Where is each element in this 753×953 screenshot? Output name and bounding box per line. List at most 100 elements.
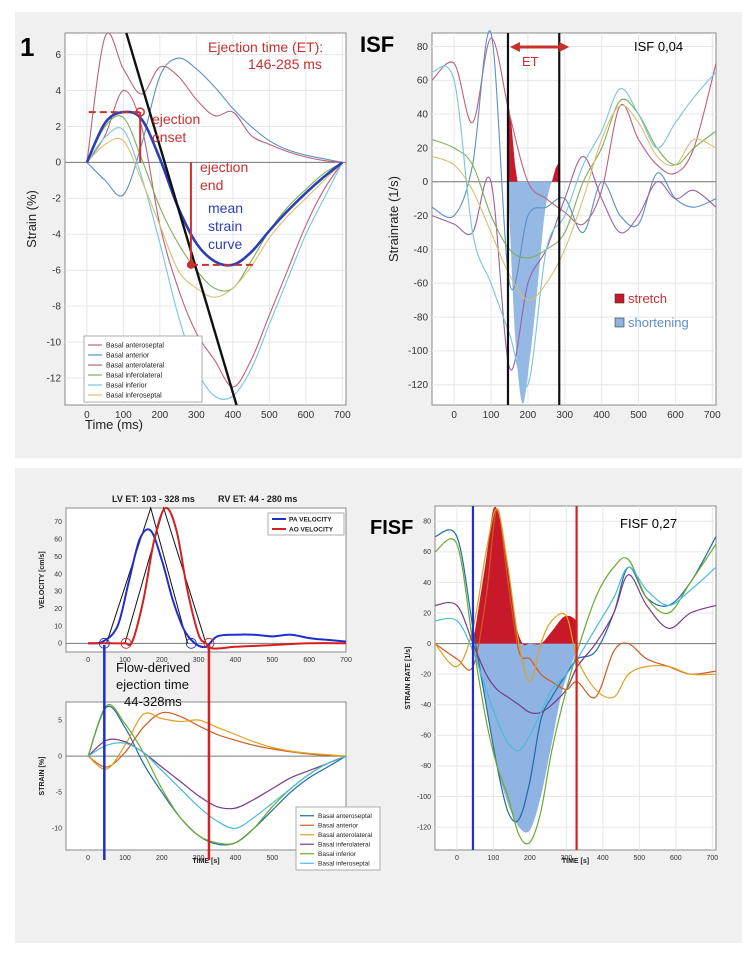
stretch-area [472, 506, 577, 646]
y-tick-label: -100 [408, 346, 428, 357]
y-axis-label: Strain (%) [24, 190, 39, 248]
legend-entry: Basal inferolateral [318, 841, 371, 848]
x-tick-label: 0 [84, 410, 90, 421]
x-tick-label: 300 [556, 410, 573, 421]
y-tick-label: 20 [423, 610, 431, 617]
legend-3 [267, 512, 345, 536]
et-annotation: Ejection time (ET): [208, 39, 323, 55]
mean-curve-label-1: mean [208, 200, 243, 216]
strain-series [86, 115, 343, 292]
strain-bottom-series [87, 711, 347, 768]
fisf-series [434, 574, 717, 714]
x-tick-label: 300 [561, 855, 573, 862]
y-tick-label: -120 [417, 824, 431, 831]
x-tick-label: 300 [193, 657, 205, 664]
strain-chart-1: 0 100 200 300 400 500 600 700 6 4 2 0 -2 -4 -6 -8 -10 -12… [24, 32, 351, 432]
x-tick-label: 0 [451, 410, 457, 421]
isf-value-label: ISF 0,04 [634, 39, 683, 54]
x-tick-label: 500 [630, 410, 647, 421]
strain-bottom-series [87, 742, 347, 829]
y-tick-label: 20 [54, 606, 62, 613]
lv-et-title: LV ET: 103 - 328 ms [112, 494, 195, 504]
ejection-end-label-2: end [200, 177, 223, 193]
x-axis-label: TIME [s] [562, 858, 589, 865]
x-tick-label: 200 [156, 657, 168, 664]
y-tick-label: 20 [417, 143, 429, 154]
shortening-area [507, 179, 560, 404]
y-tick-label: 40 [423, 580, 431, 587]
x-tick-label: 600 [298, 410, 315, 421]
strain-bottom-chart: 0 100 200 300 400 500 600 700 5 0 -5 -10 TIME [s] STR… [39, 645, 381, 871]
strainrate-series [431, 65, 717, 388]
velocity-series [88, 506, 347, 650]
strainrate-fisf-chart: 0 100 200 300 400 500 600 700806040200-20-40-60… [405, 505, 719, 865]
x-tick-label: 600 [670, 855, 682, 862]
legend-entry: Basal inferior [318, 851, 357, 858]
velocity-series [87, 528, 347, 649]
legend-entry: Basal anterolateral [318, 832, 373, 839]
legend-entry: Basal anterior [318, 822, 359, 829]
y-tick-label: 0 [427, 641, 431, 648]
mean-strain-curve [85, 110, 344, 267]
mean-curve-label-2: strain [208, 218, 242, 234]
y-tick-label: 80 [423, 519, 431, 526]
strainrate-series [431, 30, 717, 291]
fisf-series [434, 538, 717, 845]
strainrate-isf-chart: 0 100 200 300 400 500 600 700806040200-20-40-60… [386, 30, 721, 421]
strainrate-series [431, 155, 717, 371]
y-tick-label: 0 [58, 753, 62, 760]
legend-entry: Basal anteroseptal [106, 342, 164, 349]
x-tick-label: 100 [483, 410, 500, 421]
legend-entry: Basal anterior [106, 352, 150, 359]
et-range-annotation: 146-285 ms [248, 56, 322, 72]
x-tick-label: 200 [524, 855, 536, 862]
x-tick-label: 700 [707, 855, 719, 862]
stretch-area [551, 161, 560, 182]
x-tick-label: 400 [225, 410, 242, 421]
x-tick-label: 200 [152, 410, 169, 421]
y-tick-label: -40 [414, 245, 429, 256]
y-tick-label: -100 [417, 794, 431, 801]
legend-1 [83, 335, 203, 403]
legend-entry: Basal inferoseptal [106, 392, 162, 399]
fisf-series [434, 508, 717, 699]
y-tick-label: -10 [47, 337, 62, 348]
x-tick-label: 600 [303, 657, 315, 664]
ejection-onset-label-1: ejection [152, 111, 200, 127]
y-tick-label: 10 [54, 623, 62, 630]
legend-entry: Basal inferior [106, 382, 148, 389]
x-tick-label: 700 [340, 657, 352, 664]
panel-label-1: 1 [20, 32, 34, 62]
x-tick-label: 600 [667, 410, 684, 421]
strainrate-series [431, 104, 717, 301]
y-tick-label: 40 [417, 109, 429, 120]
y-tick-label: 5 [58, 717, 62, 724]
stretch-area [507, 100, 518, 182]
strain-series [86, 89, 343, 388]
legend-entry: Basal anterolateral [106, 362, 165, 369]
shortening-swatch [614, 317, 625, 328]
x-tick-label: 400 [230, 657, 242, 664]
y-tick-label: 0 [58, 641, 62, 648]
end-marker [186, 260, 195, 269]
ao-triangle [124, 506, 207, 644]
y-tick-label: 60 [417, 76, 429, 87]
pa-triangle [106, 506, 189, 644]
x-tick-label: 300 [193, 855, 205, 862]
y-tick-label: 30 [54, 589, 62, 596]
y-tick-label: -80 [421, 763, 431, 770]
x-tick-label: 700 [704, 410, 721, 421]
y-tick-label: -6 [52, 266, 61, 277]
y-tick-label: 0 [55, 158, 61, 169]
x-tick-label: 100 [488, 855, 500, 862]
x-tick-label: 700 [334, 410, 351, 421]
y-tick-label: 60 [54, 537, 62, 544]
x-tick-label: 0 [455, 855, 459, 862]
x-tick-label: 500 [634, 855, 646, 862]
stretch-legend-label: stretch [628, 291, 667, 306]
y-tick-label: -40 [421, 702, 431, 709]
y-axis-label: Strainrate (1/s) [386, 176, 401, 262]
y-tick-label: 2 [55, 122, 61, 133]
x-tick-label: 100 [119, 855, 131, 862]
